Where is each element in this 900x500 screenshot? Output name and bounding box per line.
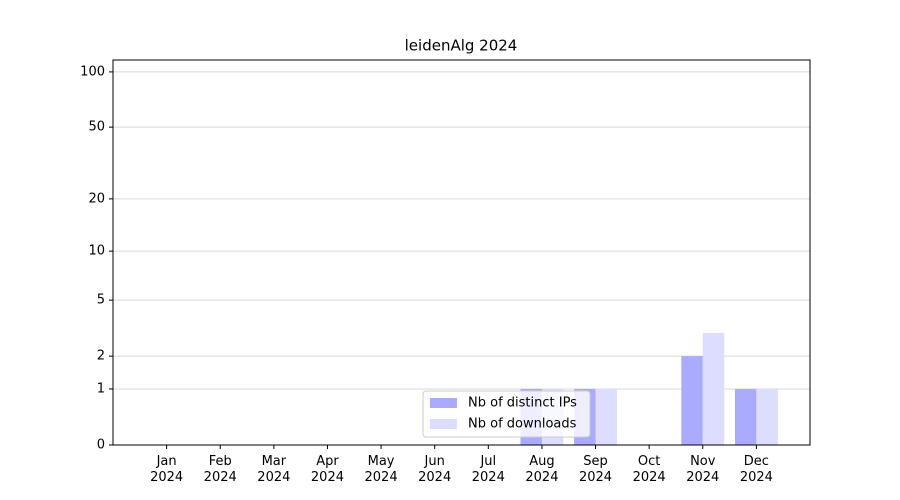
y-tick-label: 1: [97, 381, 105, 396]
x-tick-label: Feb 2024: [204, 454, 237, 485]
x-tick-label: Mar 2024: [257, 454, 290, 485]
y-tick-label: 0: [97, 438, 105, 453]
legend: Nb of distinct IPs Nb of downloads: [422, 390, 591, 438]
plot-frame: [112, 59, 811, 446]
chart-title: leidenAlg 2024: [405, 37, 518, 55]
x-tick-label: Aug 2024: [525, 454, 558, 485]
bar: [734, 388, 757, 445]
x-tick-label: Jun 2024: [418, 454, 451, 485]
y-tick-label: 100: [80, 64, 105, 79]
legend-box: [422, 390, 591, 438]
legend-label: Nb of distinct IPs: [468, 396, 577, 411]
y-tick-label: 10: [88, 244, 105, 259]
x-tick-label: Jul 2024: [472, 454, 505, 485]
x-tick-label: Nov 2024: [686, 454, 719, 485]
x-tick-label: Jan 2024: [150, 454, 183, 485]
legend-swatch: [430, 398, 457, 408]
x-tick-label: Dec 2024: [740, 454, 773, 485]
bar: [756, 388, 778, 445]
y-tick-label: 5: [97, 293, 105, 308]
x-tick-label: Sep 2024: [579, 454, 612, 485]
bar: [681, 356, 703, 445]
x-tick-label: Apr 2024: [311, 454, 344, 485]
legend-label: Nb of downloads: [468, 417, 577, 432]
bar: [702, 332, 725, 445]
bar: [595, 388, 617, 445]
y-tick-label: 2: [97, 349, 105, 364]
legend-swatch: [430, 419, 457, 429]
y-tick-label: 20: [88, 191, 105, 206]
x-tick-label: Oct 2024: [633, 454, 666, 485]
y-tick-label: 50: [88, 120, 105, 135]
x-tick-label: May 2024: [365, 454, 398, 485]
